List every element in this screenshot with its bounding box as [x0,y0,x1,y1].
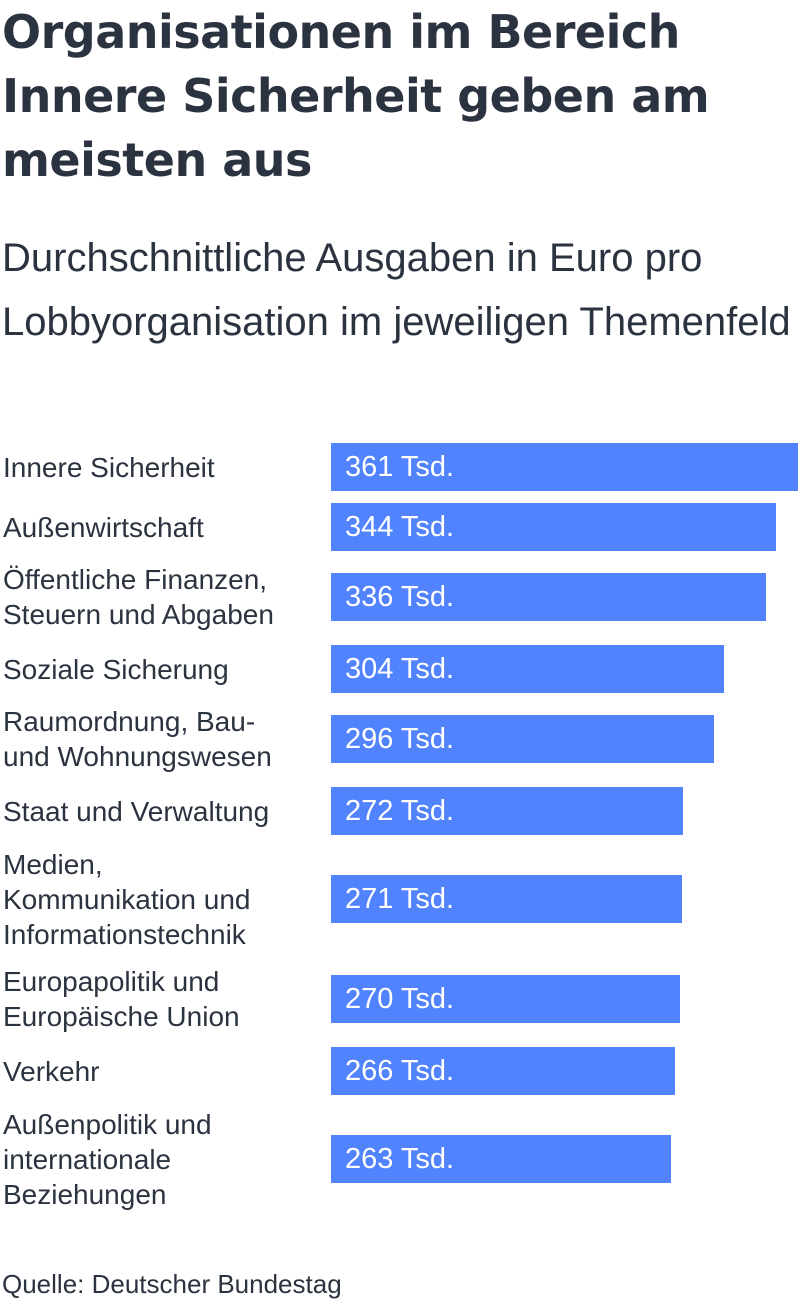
chart-subtitle: Durchschnittliche Ausgaben in Euro pro L… [2,236,791,344]
bar [331,645,724,693]
bar [331,975,680,1023]
category-label: Innere Sicherheit [3,451,215,483]
category-label: Raumordnung, Bau- und Wohnungswesen [3,706,272,772]
bar [331,573,766,621]
category-label: Außenpolitik und internationale Beziehun… [3,1108,212,1210]
category-label: Verkehr [3,1055,100,1087]
chart-title: Organisationen im Bereich Innere Sicherh… [2,5,710,187]
bar-value-label: 304 Tsd. [345,653,455,685]
bar-value-label: 344 Tsd. [345,511,455,543]
bar [331,443,798,491]
bar-value-label: 266 Tsd. [345,1055,455,1087]
bar [331,1047,675,1095]
category-label: Medien, Kommunikation und Informationste… [3,848,251,950]
bar [331,1135,671,1183]
bar-value-label: 270 Tsd. [345,983,455,1015]
bar [331,787,683,835]
bar-value-label: 263 Tsd. [345,1143,455,1175]
category-label: Öffentliche Finanzen, Steuern und Abgabe… [3,564,274,630]
source-note: Quelle: Deutscher Bundestag [2,1269,342,1299]
category-label: Außenwirtschaft [3,511,204,543]
bar-value-label: 296 Tsd. [345,723,455,755]
bar-value-label: 361 Tsd. [345,451,455,483]
category-label: Staat und Verwaltung [3,795,270,827]
bar [331,875,682,923]
bar-value-label: 272 Tsd. [345,795,455,827]
category-label: Soziale Sicherung [3,653,229,685]
bar [331,715,714,763]
category-label: Europapolitik und Europäische Union [3,966,240,1032]
bar-value-label: 271 Tsd. [345,883,455,915]
bar [331,503,776,551]
bar-value-label: 336 Tsd. [345,581,455,613]
